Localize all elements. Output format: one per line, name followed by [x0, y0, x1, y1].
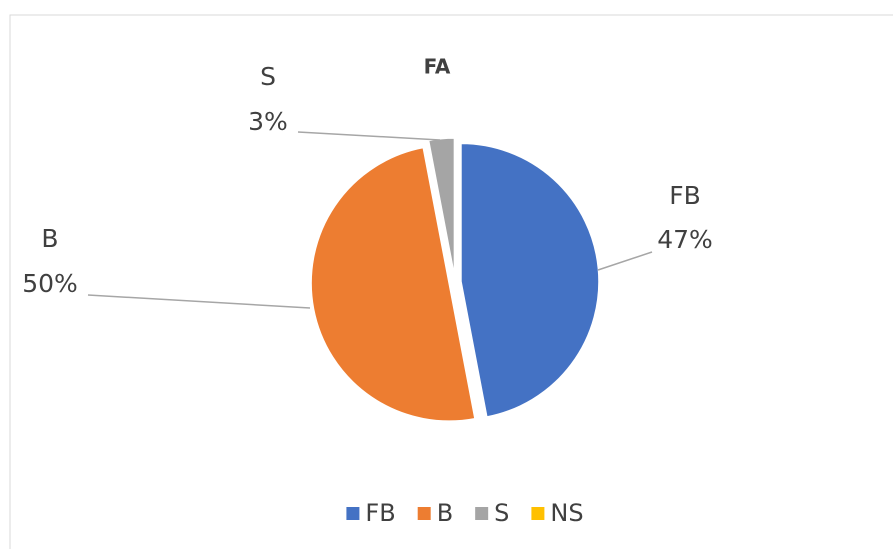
legend-swatch: [475, 507, 489, 520]
legend-label: S: [494, 499, 509, 527]
legend-label: B: [437, 499, 453, 527]
data-label: 50%: [22, 269, 78, 298]
leader-line: [87, 294, 311, 309]
data-label-name: B: [41, 224, 58, 253]
legend-swatch: [417, 507, 431, 520]
legend-label: NS: [550, 499, 583, 527]
chart-frame: [9, 14, 893, 549]
data-label-name: FB: [669, 181, 701, 210]
pie-slice: [310, 146, 476, 422]
data-label: 3%: [248, 107, 288, 136]
data-label: 47%: [657, 225, 713, 254]
legend-label: FB: [365, 499, 395, 527]
legend-swatch: [346, 507, 360, 520]
legend-swatch: [531, 507, 545, 520]
data-label-name: S: [260, 62, 276, 91]
pie-slice: [427, 137, 456, 277]
leader-line: [597, 251, 653, 271]
leader-line: [297, 131, 441, 141]
chart-title: FA: [424, 55, 451, 79]
pie-slice: [460, 142, 600, 418]
